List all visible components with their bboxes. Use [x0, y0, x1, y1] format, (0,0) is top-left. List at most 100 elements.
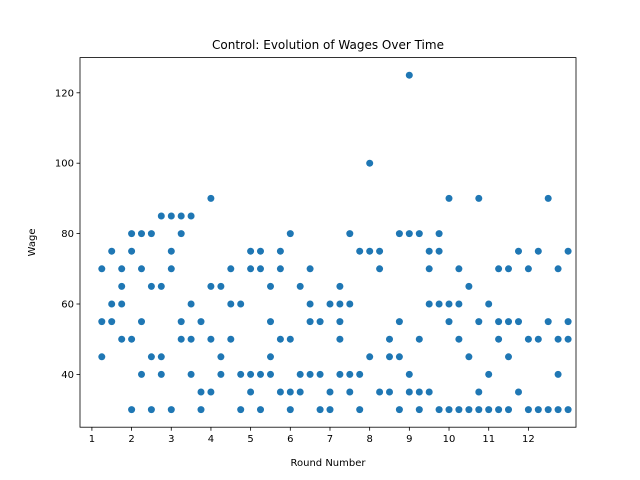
x-axis-label: Round Number [291, 458, 367, 469]
data-point [187, 300, 195, 308]
data-point [247, 370, 255, 378]
data-point [267, 370, 274, 378]
data-point [128, 247, 136, 255]
y-tick-label: 60 [61, 300, 74, 311]
data-point [306, 300, 314, 308]
data-point [415, 388, 423, 396]
x-tick-label: 7 [327, 434, 333, 445]
data-point [465, 353, 473, 361]
data-point [336, 335, 344, 343]
data-point [336, 282, 344, 290]
data-point [544, 194, 552, 202]
data-point [395, 406, 403, 414]
data-point [147, 282, 155, 290]
data-point [495, 406, 503, 414]
data-point [118, 335, 126, 343]
data-point [405, 388, 413, 396]
data-point [237, 370, 245, 378]
data-point [217, 353, 225, 361]
data-point [554, 335, 562, 343]
data-point [128, 335, 136, 343]
x-tick-label: 9 [406, 434, 412, 445]
data-point [376, 247, 384, 255]
data-point [554, 370, 562, 378]
data-point [306, 318, 314, 326]
x-tick-label: 12 [522, 434, 535, 445]
data-point [465, 282, 473, 290]
data-point [207, 194, 215, 202]
data-point [356, 247, 364, 255]
data-point [564, 335, 572, 343]
data-point [306, 370, 314, 378]
data-point [455, 406, 463, 414]
data-point [435, 300, 443, 308]
data-point [366, 247, 374, 255]
data-point [286, 406, 294, 414]
y-tick-label: 80 [61, 229, 74, 240]
data-point [505, 265, 512, 273]
data-point [227, 335, 235, 343]
data-point [267, 282, 274, 290]
data-point [207, 388, 215, 396]
data-point [147, 406, 155, 414]
data-point [544, 318, 552, 326]
y-tick-label: 100 [55, 159, 74, 170]
data-point [515, 247, 522, 255]
data-point [356, 406, 364, 414]
data-point [207, 282, 215, 290]
data-point [276, 247, 284, 255]
data-point [108, 300, 116, 308]
data-point [138, 370, 145, 378]
data-point [177, 230, 185, 238]
data-point [515, 318, 522, 326]
data-point [276, 335, 284, 343]
data-point [138, 230, 145, 238]
plot-area-frame [79, 57, 577, 428]
data-point [128, 406, 136, 414]
x-tick-label: 6 [287, 434, 293, 445]
data-point [386, 335, 393, 343]
data-point [128, 230, 136, 238]
x-tick-label: 4 [208, 434, 214, 445]
data-point [276, 388, 284, 396]
data-point [554, 265, 562, 273]
data-point [564, 318, 572, 326]
data-point [286, 335, 294, 343]
data-point [286, 230, 294, 238]
data-point [227, 265, 235, 273]
data-point [475, 194, 483, 202]
data-point [336, 300, 344, 308]
data-point [98, 353, 106, 361]
data-point [485, 300, 493, 308]
data-point [395, 353, 403, 361]
data-point [524, 406, 532, 414]
data-point [217, 282, 225, 290]
x-tick-label: 1 [89, 434, 95, 445]
data-point [465, 406, 473, 414]
data-point [237, 406, 245, 414]
data-point [445, 300, 453, 308]
data-point [326, 388, 334, 396]
data-point [147, 230, 155, 238]
data-point [435, 247, 443, 255]
data-point [98, 265, 106, 273]
data-point [505, 318, 512, 326]
data-point [187, 370, 195, 378]
data-point [316, 318, 324, 326]
x-axis-ticks: 1 2 3 4 5 6 7 8 9 10 11 12 [89, 427, 535, 445]
data-point [435, 406, 443, 414]
data-point [564, 406, 572, 414]
data-point [524, 335, 532, 343]
data-point [167, 247, 175, 255]
data-point [257, 247, 264, 255]
data-point [455, 335, 463, 343]
data-point [425, 300, 433, 308]
data-point [296, 388, 304, 396]
data-point [326, 300, 334, 308]
data-point [346, 230, 354, 238]
data-point [326, 406, 334, 414]
data-point [425, 247, 433, 255]
data-point [475, 318, 483, 326]
data-point [534, 406, 542, 414]
data-point [376, 265, 384, 273]
